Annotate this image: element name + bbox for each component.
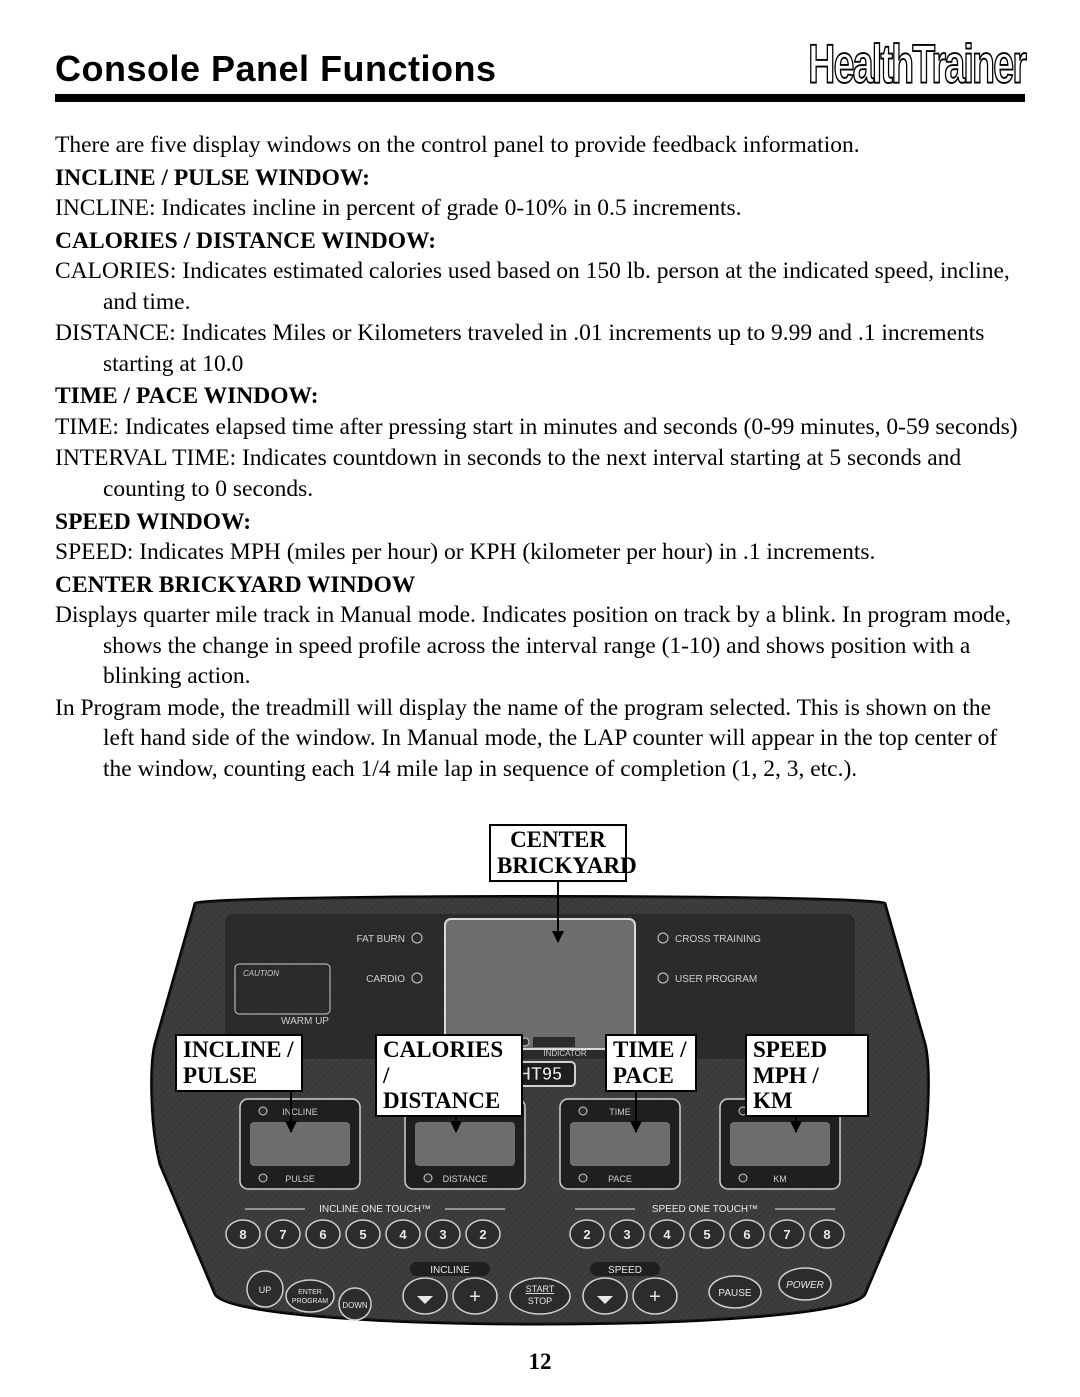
- text-brickyard-1: Displays quarter mile track in Manual mo…: [55, 600, 1025, 692]
- svg-text:+: +: [649, 1286, 661, 1308]
- label-incline-one-touch: INCLINE ONE TOUCH™: [319, 1204, 431, 1215]
- callout-center-l2: BRICKYARD: [497, 853, 637, 878]
- svg-text:7: 7: [783, 1227, 790, 1242]
- btn-start: START: [526, 1284, 555, 1294]
- console-panel-diagram: CENTER BRICKYARD INCLINE / PULSE CALORIE…: [125, 824, 955, 1344]
- w2-bot: DISTANCE: [443, 1174, 488, 1184]
- text-calories: CALORIES: Indicates estimated calories u…: [55, 256, 1025, 317]
- btn-up: UP: [259, 1285, 272, 1295]
- heading-incline-pulse: INCLINE / PULSE WINDOW:: [55, 163, 1025, 194]
- page-number: 12: [0, 1349, 1080, 1375]
- label-caution: CAUTION: [243, 969, 279, 978]
- svg-text:ENTER: ENTER: [298, 1289, 322, 1296]
- callout-incline-pulse: INCLINE / PULSE: [175, 1034, 303, 1092]
- btn-pause: PAUSE: [718, 1288, 751, 1299]
- svg-text:8: 8: [239, 1227, 246, 1242]
- svg-text:5: 5: [703, 1227, 710, 1242]
- arrow-incline: [290, 1090, 292, 1132]
- text-incline: INCLINE: Indicates incline in percent of…: [55, 193, 1025, 224]
- svg-text:5: 5: [359, 1227, 366, 1242]
- label-indicator: INDICATOR: [543, 1049, 586, 1058]
- svg-text:+: +: [469, 1286, 481, 1308]
- w4-bot: KM: [773, 1174, 787, 1184]
- btn-stop: STOP: [528, 1296, 552, 1306]
- callout-center-l1: CENTER: [510, 827, 606, 852]
- label-incline-btn: INCLINE: [430, 1265, 470, 1276]
- svg-text:3: 3: [623, 1227, 630, 1242]
- svg-text:2: 2: [479, 1227, 486, 1242]
- heading-calories-distance: CALORIES / DISTANCE WINDOW:: [55, 226, 1025, 257]
- heading-time-pace: TIME / PACE WINDOW:: [55, 381, 1025, 412]
- callout-center-brickyard: CENTER BRICKYARD: [489, 824, 627, 882]
- w1-bot: PULSE: [285, 1174, 315, 1184]
- brand-logo: HealthTrainer: [808, 41, 1025, 90]
- btn-down: DOWN: [342, 1301, 368, 1310]
- label-model: HT95: [518, 1064, 562, 1084]
- svg-text:4: 4: [399, 1227, 407, 1242]
- header-row: Console Panel Functions HealthTrainer: [55, 48, 1025, 102]
- svg-text:PROGRAM: PROGRAM: [292, 1298, 328, 1305]
- arrow-time: [635, 1090, 637, 1132]
- callout-calories-l2: DISTANCE: [383, 1088, 500, 1113]
- callout-speed-l1: SPEED: [753, 1037, 827, 1062]
- w1-top: INCLINE: [282, 1107, 318, 1117]
- text-interval-time: INTERVAL TIME: Indicates countdown in se…: [55, 443, 1025, 504]
- text-brickyard-2: In Program mode, the treadmill will disp…: [55, 693, 1025, 785]
- heading-center-brickyard: CENTER BRICKYARD WINDOW: [55, 570, 1025, 601]
- svg-text:6: 6: [743, 1227, 750, 1242]
- label-fat-burn: FAT BURN: [356, 934, 405, 945]
- callout-incline-l1: INCLINE /: [183, 1037, 294, 1062]
- callout-incline-l2: PULSE: [183, 1063, 257, 1088]
- page-title: Console Panel Functions: [55, 48, 497, 90]
- callout-speed: SPEED MPH / KM: [745, 1034, 869, 1117]
- intro-paragraph: There are five display windows on the co…: [55, 130, 1025, 161]
- callout-time-l2: PACE: [613, 1063, 674, 1088]
- text-time: TIME: Indicates elapsed time after press…: [55, 412, 1025, 443]
- callout-time-pace: TIME / PACE: [605, 1034, 697, 1092]
- svg-text:2: 2: [583, 1227, 590, 1242]
- text-speed: SPEED: Indicates MPH (miles per hour) or…: [55, 537, 1025, 568]
- callout-calories-l1: CALORIES /: [383, 1037, 503, 1087]
- w3-top: TIME: [609, 1107, 631, 1117]
- svg-text:4: 4: [663, 1227, 671, 1242]
- btn-power: POWER: [786, 1280, 824, 1291]
- label-speed-btn: SPEED: [608, 1265, 642, 1276]
- label-cardio: CARDIO: [366, 974, 405, 985]
- callout-time-l1: TIME /: [613, 1037, 686, 1062]
- svg-text:3: 3: [439, 1227, 446, 1242]
- svg-text:8: 8: [823, 1227, 830, 1242]
- callout-speed-l2: MPH / KM: [753, 1063, 819, 1113]
- label-warm-up: WARM UP: [281, 1016, 329, 1027]
- heading-speed: SPEED WINDOW:: [55, 507, 1025, 538]
- body-text: There are five display windows on the co…: [55, 130, 1025, 784]
- arrow-center: [557, 880, 559, 942]
- callout-calories-distance: CALORIES / DISTANCE: [375, 1034, 523, 1117]
- text-distance: DISTANCE: Indicates Miles or Kilometers …: [55, 318, 1025, 379]
- label-cross-training: CROSS TRAINING: [675, 934, 761, 945]
- w3-bot: PACE: [608, 1174, 632, 1184]
- svg-text:7: 7: [279, 1227, 286, 1242]
- label-user-program: USER PROGRAM: [675, 974, 757, 985]
- svg-text:6: 6: [319, 1227, 326, 1242]
- label-speed-one-touch: SPEED ONE TOUCH™: [652, 1204, 758, 1215]
